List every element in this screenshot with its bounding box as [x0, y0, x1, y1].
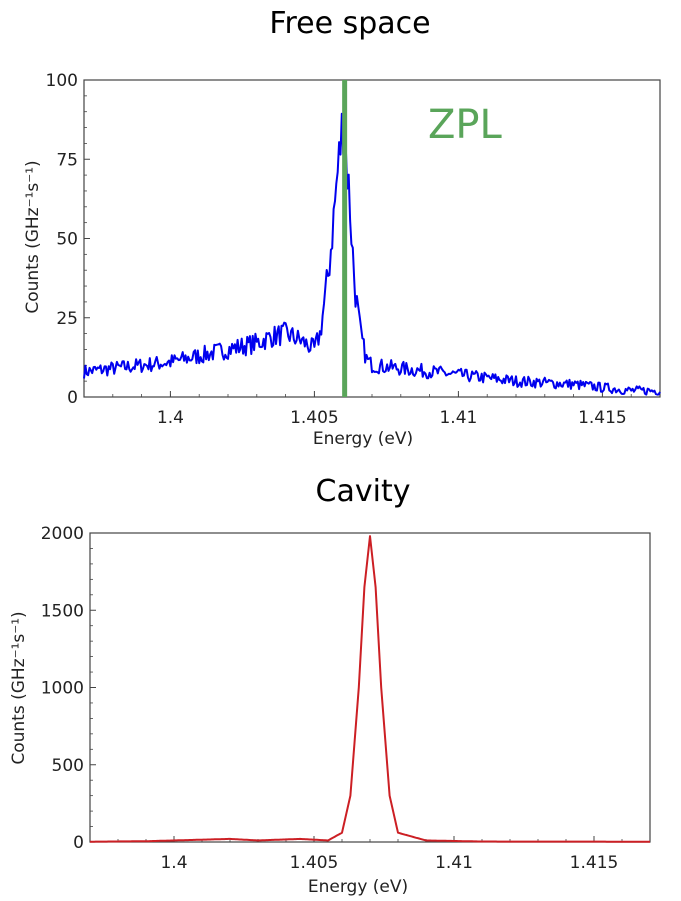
x-tick-label: 1.405	[290, 853, 339, 873]
y-tick-label: 1000	[41, 679, 84, 699]
plot-area: 0 25 50 75 100 1.4 1.405 1.41 1.415	[46, 71, 661, 428]
zpl-label: ZPL	[428, 102, 503, 148]
x-tick-label: 1.415	[578, 408, 627, 428]
y-tick-label: 25	[56, 309, 78, 329]
y-tick-label: 75	[56, 150, 78, 170]
y-tick-label: 100	[46, 71, 78, 91]
x-tick-label: 1.4	[160, 853, 187, 873]
x-axis-label: Energy (eV)	[313, 429, 413, 449]
chart-title: Free space	[269, 6, 430, 41]
y-tick-label: 50	[56, 230, 78, 250]
y-tick-label: 2000	[41, 524, 84, 544]
chart-free-space: Free space 0 25 50 75 100 1.4 1.405 1.41 1.415 Z…	[23, 6, 661, 449]
y-tick-label: 500	[52, 756, 84, 776]
plot-frame	[89, 532, 651, 843]
chart-title: Cavity	[316, 474, 411, 509]
series-line	[83, 112, 661, 396]
series-line	[90, 535, 650, 843]
y-tick-label: 1500	[41, 601, 84, 621]
chart-cavity: Cavity 0 500 1000 1500 2000 1.4 1.405 1.41 1.415…	[9, 474, 651, 897]
x-tick-label: 1.415	[570, 853, 619, 873]
plot-area: 0 500 1000 1500 2000 1.4 1.405 1.41 1.415	[41, 524, 651, 873]
plot-frame	[83, 79, 661, 398]
x-axis-label: Energy (eV)	[308, 877, 408, 897]
x-tick-label: 1.405	[290, 408, 339, 428]
y-axis-label: Counts (GHz⁻¹s⁻¹)	[9, 611, 29, 764]
x-tick-label: 1.41	[435, 853, 473, 873]
y-tick-label: 0	[67, 388, 78, 408]
x-tick-label: 1.41	[439, 408, 477, 428]
x-tick-label: 1.4	[157, 408, 184, 428]
y-tick-label: 0	[73, 833, 84, 853]
y-axis-label: Counts (GHz⁻¹s⁻¹)	[23, 160, 43, 313]
